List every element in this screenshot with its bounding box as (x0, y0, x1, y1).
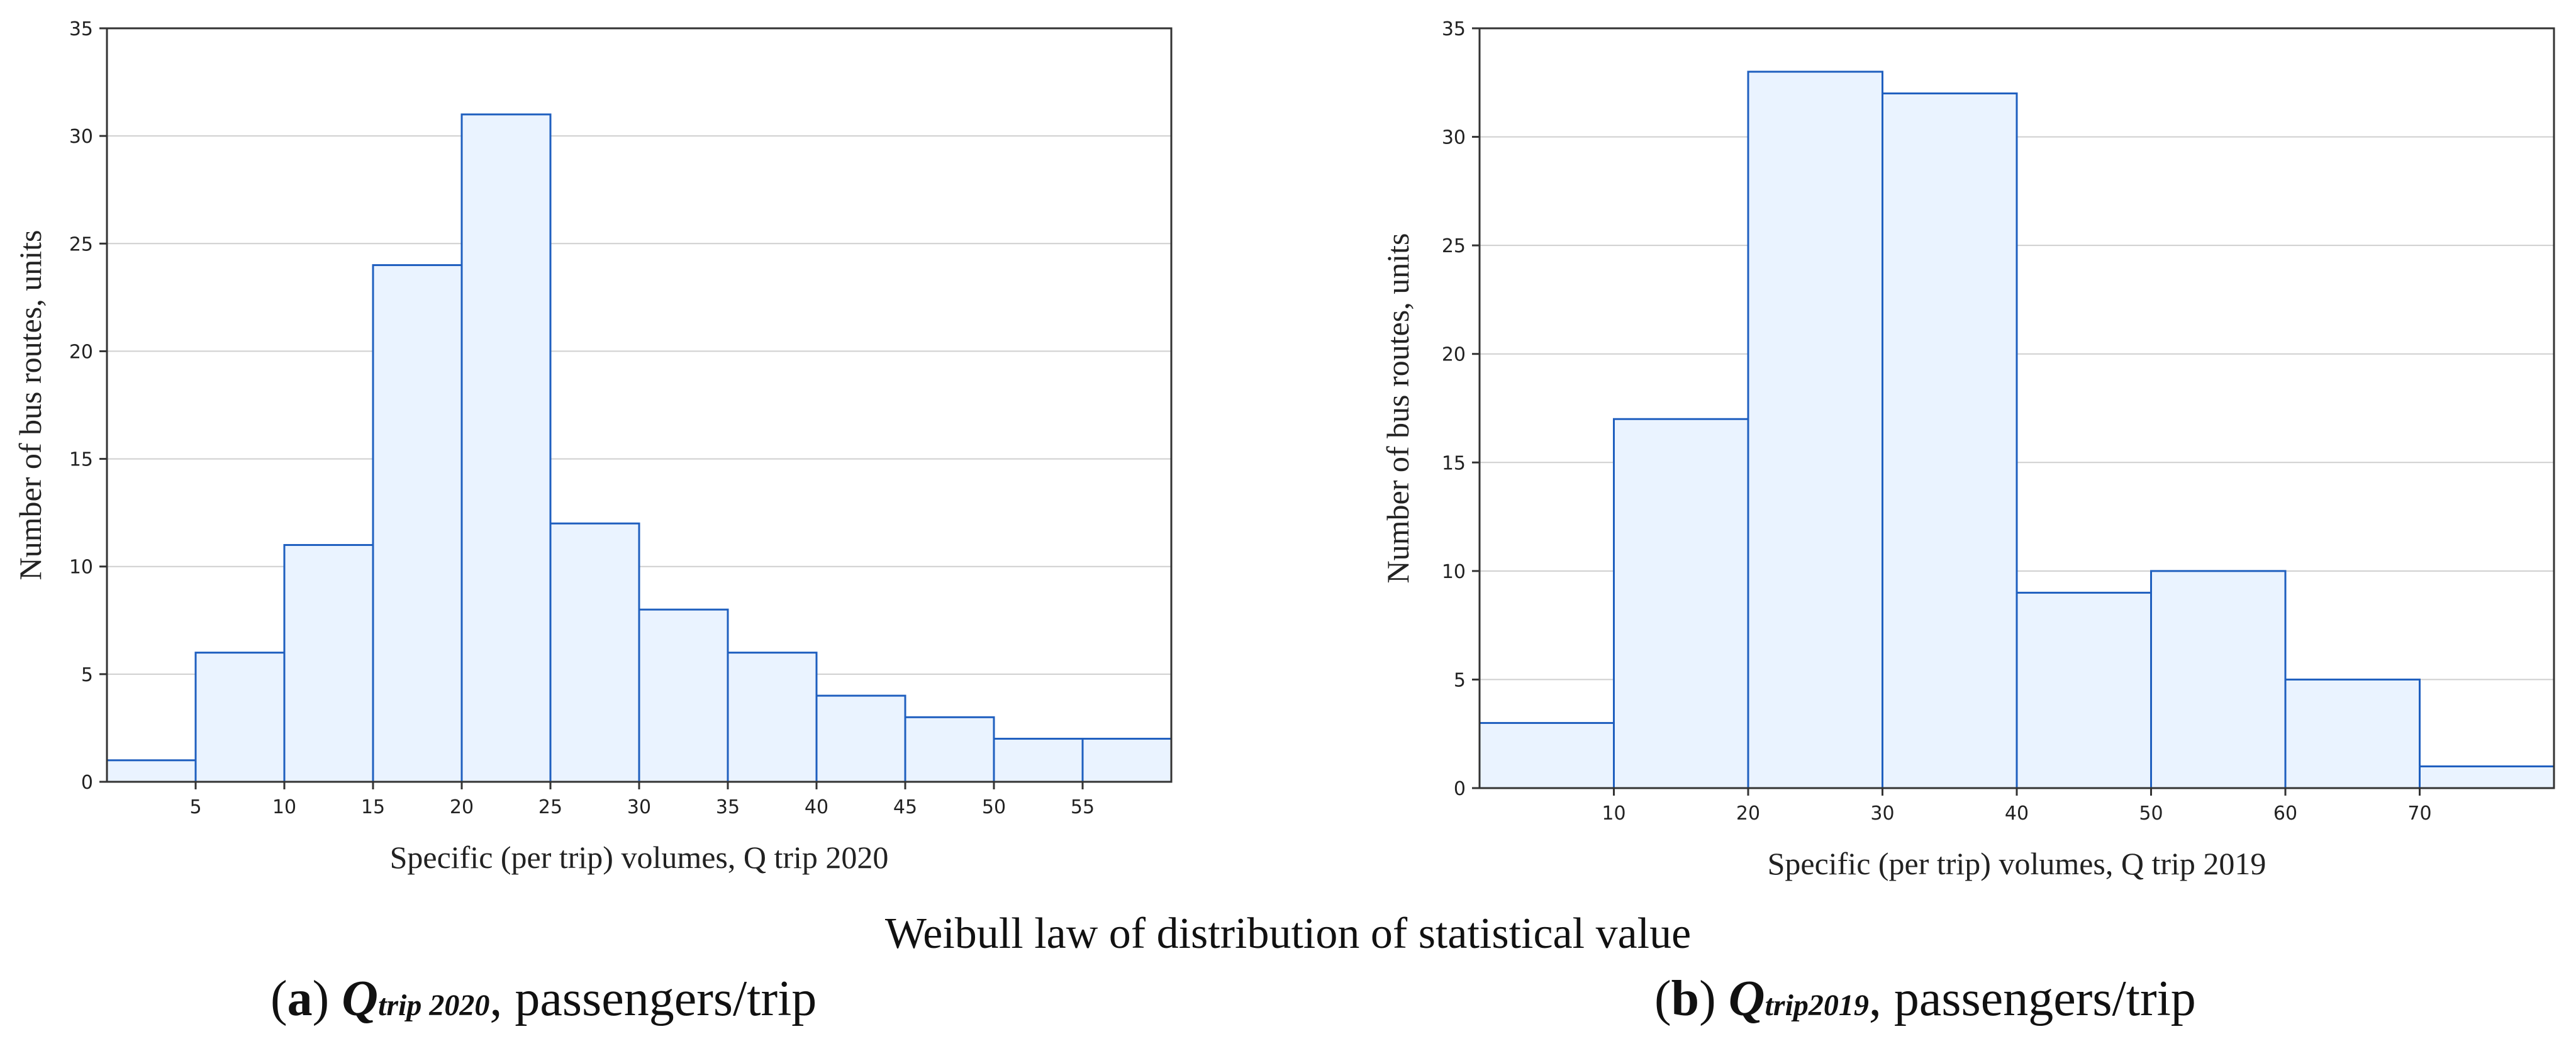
y-axis-label-b: Number of bus routes, units (1380, 233, 1415, 584)
x-tick-label-b: 70 (2407, 803, 2431, 825)
figure-caption: Weibull law of distribution of statistic… (884, 909, 1692, 958)
histogram-bar-a (993, 738, 1084, 783)
x-tick-label-a: 5 (189, 796, 201, 818)
subcaption-b-suffix: , passengers/trip (1868, 971, 2196, 1026)
x-tick-label-a: 55 (1071, 796, 1095, 818)
y-tick-label-b: 0 (1454, 778, 1466, 800)
subcaption-b-letter: b (1671, 971, 1700, 1026)
histogram-bar-a (283, 543, 374, 783)
x-tick-label-a: 45 (893, 796, 917, 818)
subcaption-a: (a) Qtrip 2020, passengers/trip (270, 971, 817, 1026)
x-tick-label-b: 20 (1736, 803, 1760, 825)
y-tick-label-a: 30 (69, 126, 93, 148)
subcaption-a-symbol: Q (342, 971, 379, 1026)
histogram-bar-b (2016, 591, 2152, 789)
histogram-bar-a (638, 608, 729, 783)
x-tick-label-a: 40 (805, 796, 828, 818)
y-tick-label-b: 35 (1442, 18, 1466, 40)
x-tick-label-a: 25 (538, 796, 562, 818)
y-tick-label-b: 10 (1442, 561, 1466, 583)
x-tick-label-b: 30 (1870, 803, 1894, 825)
y-axis-label-a: Number of bus routes, units (13, 230, 48, 581)
histogram-bar-b (1613, 418, 1749, 789)
histogram-bar-b (1747, 70, 1883, 789)
subcaption-b: (b) Qtrip2019, passengers/trip (1654, 971, 2196, 1026)
y-tick-label-b: 25 (1442, 235, 1466, 257)
y-tick-label-a: 25 (69, 233, 93, 255)
subcaption-a-suffix: , passengers/trip (489, 971, 817, 1026)
y-tick-label-a: 35 (69, 18, 93, 40)
histogram-bar-b (2150, 570, 2287, 789)
x-axis-label-a: Specific (per trip) volumes, Q trip 2020 (390, 840, 889, 875)
y-tick-label-a: 5 (81, 664, 93, 686)
histogram-bar-a (194, 652, 286, 783)
histogram-chart-b: 0 5 10 15 20 25 30 35 10 20 30 40 50 60 70 Specific (pe… (1380, 18, 2555, 881)
y-tick-label-a: 20 (69, 341, 93, 363)
x-tick-label-a: 50 (982, 796, 1006, 818)
x-tick-label-a: 30 (627, 796, 651, 818)
x-tick-label-b: 40 (2005, 803, 2029, 825)
y-tick-label-b: 20 (1442, 344, 1466, 366)
histogram-bar-b (1478, 721, 1615, 789)
subcaption-a-letter: a (287, 971, 313, 1026)
x-tick-label-a: 20 (450, 796, 474, 818)
x-tick-label-b: 50 (2139, 803, 2163, 825)
histogram-bar-b (1882, 92, 2018, 789)
histogram-bar-a (727, 652, 818, 783)
x-tick-label-a: 35 (716, 796, 740, 818)
histogram-bar-a (904, 716, 995, 783)
histogram-bar-a (1081, 738, 1173, 783)
y-tick-label-a: 15 (69, 449, 93, 471)
histogram-bar-a (549, 522, 640, 783)
y-tick-label-b: 5 (1454, 669, 1466, 691)
histogram-bar-a (815, 694, 906, 783)
histogram-bar-b (2284, 678, 2421, 789)
histogram-bar-a (460, 113, 552, 783)
histogram-bar-a (106, 759, 197, 783)
y-tick-label-b: 15 (1442, 452, 1466, 474)
subcaption-b-subscript: trip2019 (1765, 989, 1869, 1022)
y-tick-label-b: 30 (1442, 127, 1466, 149)
x-tick-label-a: 10 (272, 796, 296, 818)
subcaption-a-subscript: trip 2020 (378, 989, 490, 1022)
histogram-chart-a: 0 5 10 15 20 25 30 35 5 10 15 20 25 30 35 40 45 50 55 Speci… (13, 18, 1173, 875)
x-tick-label-b: 60 (2273, 803, 2297, 825)
y-tick-label-a: 0 (81, 772, 93, 794)
x-tick-label-a: 15 (361, 796, 385, 818)
y-tick-label-a: 10 (69, 557, 93, 579)
histogram-bar-b (2419, 765, 2555, 789)
x-tick-label-b: 10 (1602, 803, 1625, 825)
x-axis-label-b: Specific (per trip) volumes, Q trip 2019 (1768, 846, 2267, 881)
histogram-bar-a (372, 264, 463, 783)
subcaption-b-symbol: Q (1728, 971, 1765, 1026)
